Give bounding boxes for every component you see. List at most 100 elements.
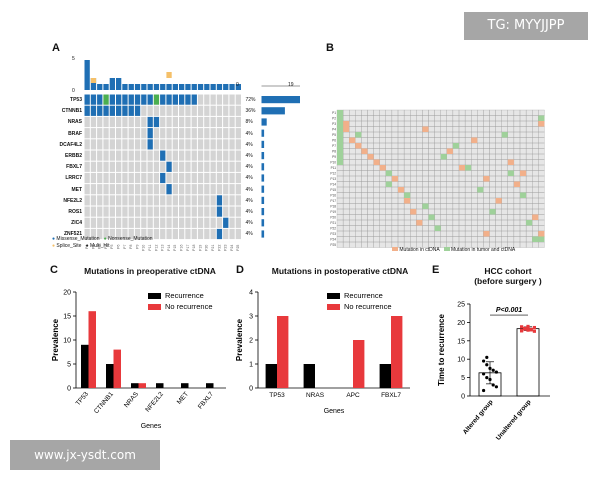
data-point xyxy=(532,325,536,330)
heatmap-row-label: P9 xyxy=(332,155,336,159)
y-axis-title: Time to recurrence xyxy=(437,314,446,386)
x-axis-title: Genes xyxy=(324,408,345,415)
sample-label: P1 xyxy=(85,245,89,249)
oncoprint-cell xyxy=(141,116,147,128)
oncoprint-cell xyxy=(103,206,109,217)
oncoprint-cell xyxy=(103,184,109,195)
heatmap-ctdna-cell xyxy=(538,231,545,237)
oncoprint-cell xyxy=(134,172,141,184)
oncoprint-cell xyxy=(116,206,122,217)
oncoprint-cell xyxy=(216,217,223,228)
top-bar-splice xyxy=(90,78,97,83)
oncoprint-mutation xyxy=(103,105,109,116)
data-point xyxy=(482,359,486,363)
legend-dot-icon: ● xyxy=(52,243,56,249)
heatmap-both-cell xyxy=(452,143,459,149)
gene-pct: 4% xyxy=(245,231,253,238)
oncoprint-cell xyxy=(197,206,204,217)
y-tick-label: 20 xyxy=(63,290,71,297)
oncoprint-cell xyxy=(103,150,109,161)
data-point xyxy=(523,327,527,331)
oncoprint-cell xyxy=(172,139,178,150)
side-bar xyxy=(261,230,265,238)
oncoprint-cell xyxy=(122,195,128,206)
oncoprint-cell xyxy=(185,217,191,228)
top-bar xyxy=(172,84,178,90)
oncoprint-cell xyxy=(235,206,241,217)
oncoprint-cell xyxy=(216,139,223,150)
sample-label: P25 xyxy=(236,245,240,251)
oncoprint-mutation xyxy=(153,94,160,105)
oncoprint-mutation xyxy=(160,150,166,161)
oncoprint-cell xyxy=(191,172,197,184)
gene-pct: 4% xyxy=(245,220,253,227)
p-value: P<0.001 xyxy=(496,307,522,314)
heatmap-both-cell xyxy=(501,132,508,138)
oncoprint-mutation xyxy=(128,105,134,116)
heatmap-row-label: P6 xyxy=(332,139,336,143)
heatmap-both-cell xyxy=(385,170,392,176)
heatmap-both-cell xyxy=(538,236,545,242)
oncoprint-mutation xyxy=(191,94,197,105)
heatmap-both-cell xyxy=(337,159,344,165)
y-tick-label: 25 xyxy=(457,302,465,309)
oncoprint-svg: P1 P2 P3 P4 P5 P6 P7 P8 P9 P10 P11 P12 P13 P14 P15 P16 P… xyxy=(84,60,300,251)
gene-label-lrrc7: LRRC7 xyxy=(65,175,82,182)
heatmap-ctdna-cell xyxy=(532,214,539,220)
legend-dot-icon: ● xyxy=(85,243,89,249)
side-bar xyxy=(261,163,265,171)
heatmap-ctdna-cell xyxy=(391,176,398,182)
oncoprint-cell xyxy=(179,184,185,195)
oncoprint-cell xyxy=(153,206,160,217)
oncoprint-cell xyxy=(172,128,178,139)
oncoprint-cell xyxy=(84,161,90,172)
y-axis-title: Prevalence xyxy=(51,318,60,361)
oncoprint-cell xyxy=(134,206,141,217)
data-point xyxy=(485,363,489,367)
heatmap-row-label: P20 xyxy=(330,216,336,220)
top-axis-min: 0 xyxy=(72,88,75,94)
y-tick-label: 1 xyxy=(249,362,253,369)
heatmap-row-label: P3 xyxy=(332,122,336,126)
oncoprint-cell xyxy=(204,161,210,172)
data-point xyxy=(482,372,486,376)
sample-label: P23 xyxy=(224,245,228,251)
gene-label-erbb2: ERBB2 xyxy=(65,153,82,159)
top-bar xyxy=(153,84,160,90)
oncoprint-cell xyxy=(179,228,185,240)
oncoprint-cell xyxy=(235,116,241,128)
oncoprint-cell xyxy=(153,128,160,139)
oncoprint-cell xyxy=(97,217,103,228)
category-label: NRAS xyxy=(306,392,325,399)
data-point xyxy=(529,328,533,332)
heatmap-both-cell xyxy=(440,154,447,160)
legend-both-swatch xyxy=(443,247,450,251)
side-bar xyxy=(261,96,300,104)
oncoprint-cell xyxy=(147,161,153,172)
oncoprint-cell xyxy=(122,128,128,139)
y-tick-label: 0 xyxy=(249,386,253,393)
y-tick-label: 15 xyxy=(457,338,465,345)
oncoprint-cell xyxy=(134,195,141,206)
oncoprint-cell xyxy=(141,184,147,195)
heatmap-row-label: P18 xyxy=(330,205,336,209)
oncoprint-cell xyxy=(204,195,210,206)
top-bar xyxy=(223,84,229,90)
oncoprint-cell xyxy=(147,217,153,228)
oncoprint-cell xyxy=(141,139,147,150)
oncoprint-cell xyxy=(166,150,172,161)
oncoprint-cell xyxy=(223,172,229,184)
oncoprint-cell xyxy=(109,217,115,228)
oncoprint-cell xyxy=(160,105,166,116)
oncoprint-cell xyxy=(134,150,141,161)
oncoprint-cell xyxy=(210,172,216,184)
oncoprint-cell xyxy=(103,217,109,228)
oncoprint-cell xyxy=(179,139,185,150)
oncoprint-cell xyxy=(147,195,153,206)
oncoprint-cell xyxy=(160,139,166,150)
oncoprint-cell xyxy=(128,128,134,139)
data-point xyxy=(488,377,492,382)
mean-bar xyxy=(516,328,540,397)
oncoprint-cell xyxy=(116,116,122,128)
watermark-bottom: www.jx-ysdt.com xyxy=(10,440,160,470)
